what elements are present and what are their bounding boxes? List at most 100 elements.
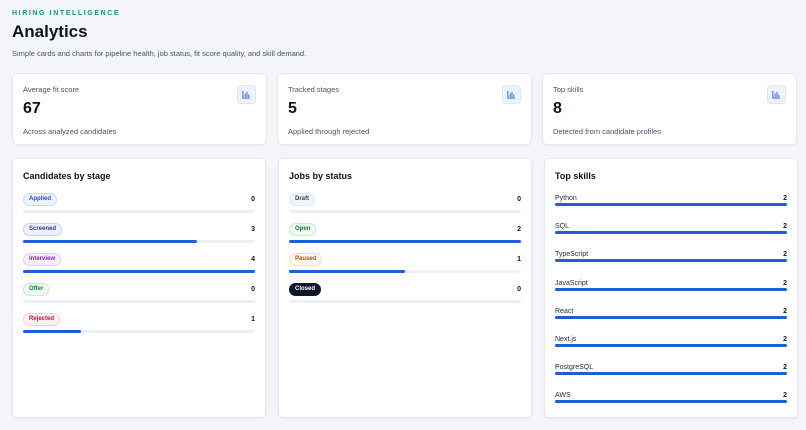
status-count: 2 — [517, 226, 521, 233]
progress-track — [555, 315, 787, 319]
progress-track — [23, 210, 255, 213]
stat-label: Top skills — [553, 85, 584, 94]
progress-fill — [555, 259, 787, 263]
progress-track — [555, 372, 787, 376]
stat-card-tracked-stages: Tracked stages 5 Applied through rejecte… — [277, 73, 532, 145]
panel-title: Candidates by stage — [23, 171, 111, 181]
progress-fill — [555, 372, 787, 376]
progress-track — [289, 270, 521, 273]
stage-row-rejected: Rejected 1 — [23, 313, 255, 343]
skill-count: 2 — [783, 364, 787, 372]
progress-track — [23, 330, 255, 333]
stage-row-applied: Applied 0 — [23, 193, 255, 223]
stat-label: Average fit score — [23, 85, 80, 94]
skill-count: 2 — [783, 223, 787, 231]
progress-fill — [23, 270, 255, 273]
progress-track — [289, 240, 521, 243]
skill-row: React 2 — [555, 306, 787, 334]
progress-fill — [289, 270, 405, 273]
stage-count: 4 — [251, 256, 255, 263]
progress-fill — [23, 240, 197, 243]
skill-row: Next.js 2 — [555, 334, 787, 362]
skill-count: 2 — [783, 307, 787, 315]
skill-name: React — [555, 307, 574, 315]
skill-name: TypeScript — [555, 251, 589, 259]
eyebrow-label: HIRING INTELLIGENCE — [12, 10, 121, 17]
status-count: 1 — [517, 256, 521, 263]
progress-track — [555, 400, 787, 404]
bar-chart-icon — [237, 85, 256, 104]
stage-badge: Screened — [23, 223, 63, 236]
stage-row-offer: Offer 0 — [23, 283, 255, 313]
stat-value: 5 — [288, 100, 297, 117]
stage-count: 1 — [251, 316, 255, 323]
stat-caption: Applied through rejected — [288, 127, 370, 136]
status-row-open: Open 2 — [289, 223, 521, 253]
progress-fill — [555, 287, 787, 291]
progress-track — [555, 343, 787, 347]
progress-fill — [23, 330, 81, 333]
panel-title: Top skills — [555, 171, 596, 181]
jobs-by-status-panel: Jobs by status Draft 0 Open 2 Paused 1 Clos… — [278, 158, 532, 418]
skill-row: TypeScript 2 — [555, 249, 787, 277]
status-count: 0 — [517, 286, 521, 293]
skill-row: AWS 2 — [555, 390, 787, 418]
progress-fill — [555, 315, 787, 319]
skill-row: Python 2 — [555, 193, 787, 221]
stage-count: 3 — [251, 226, 255, 233]
status-badge: Closed — [289, 283, 322, 296]
stage-row-interview: Interview 4 — [23, 253, 255, 283]
status-badge: Open — [289, 223, 317, 236]
progress-track — [555, 203, 787, 206]
skill-name: PostgreSQL — [555, 364, 594, 372]
stat-caption: Detected from candidate profiles — [553, 127, 661, 136]
stage-badge: Applied — [23, 193, 57, 206]
skill-row: JavaScript 2 — [555, 278, 787, 306]
bar-chart-icon — [767, 85, 786, 104]
status-count: 0 — [517, 196, 521, 203]
stat-value: 67 — [23, 100, 41, 117]
candidates-by-stage-panel: Candidates by stage Applied 0 Screened 3 I… — [12, 158, 266, 418]
stage-badge: Rejected — [23, 313, 61, 326]
progress-fill — [555, 231, 787, 235]
stage-count: 0 — [251, 286, 255, 293]
stage-badge: Offer — [23, 283, 50, 296]
progress-fill — [289, 240, 521, 243]
progress-fill — [555, 343, 787, 347]
skill-count: 2 — [783, 279, 787, 287]
progress-fill — [555, 203, 787, 206]
skill-name: JavaScript — [555, 279, 588, 287]
status-row-closed: Closed 0 — [289, 283, 521, 313]
panel-title: Jobs by status — [289, 171, 353, 181]
status-badge: Draft — [289, 193, 316, 206]
progress-track — [555, 259, 787, 263]
skill-name: SQL — [555, 223, 570, 231]
skill-count: 2 — [783, 195, 787, 202]
progress-track — [23, 300, 255, 303]
skill-name: Next.js — [555, 335, 577, 343]
bar-chart-icon — [502, 85, 521, 104]
skill-name: AWS — [555, 392, 571, 400]
status-badge: Paused — [289, 253, 323, 266]
progress-track — [289, 210, 521, 213]
progress-track — [23, 270, 255, 273]
skill-count: 2 — [783, 335, 787, 343]
progress-track — [555, 231, 787, 235]
stat-caption: Across analyzed candidates — [23, 127, 117, 136]
status-row-draft: Draft 0 — [289, 193, 521, 223]
progress-track — [555, 287, 787, 291]
top-skills-panel: Top skills Python 2 SQL 2 TypeScript 2 Java… — [544, 158, 798, 418]
skill-row: PostgreSQL 2 — [555, 362, 787, 390]
skill-count: 2 — [783, 251, 787, 259]
stat-label: Tracked stages — [288, 85, 339, 94]
page-subtitle: Simple cards and charts for pipeline hea… — [12, 49, 307, 58]
progress-track — [289, 300, 521, 303]
stat-card-top-skills: Top skills 8 Detected from candidate pro… — [542, 73, 797, 145]
stat-value: 8 — [553, 100, 562, 117]
stage-badge: Interview — [23, 253, 62, 266]
skill-count: 2 — [783, 392, 787, 400]
stage-count: 0 — [251, 196, 255, 203]
progress-fill — [555, 400, 787, 404]
progress-track — [23, 240, 255, 243]
status-row-paused: Paused 1 — [289, 253, 521, 283]
